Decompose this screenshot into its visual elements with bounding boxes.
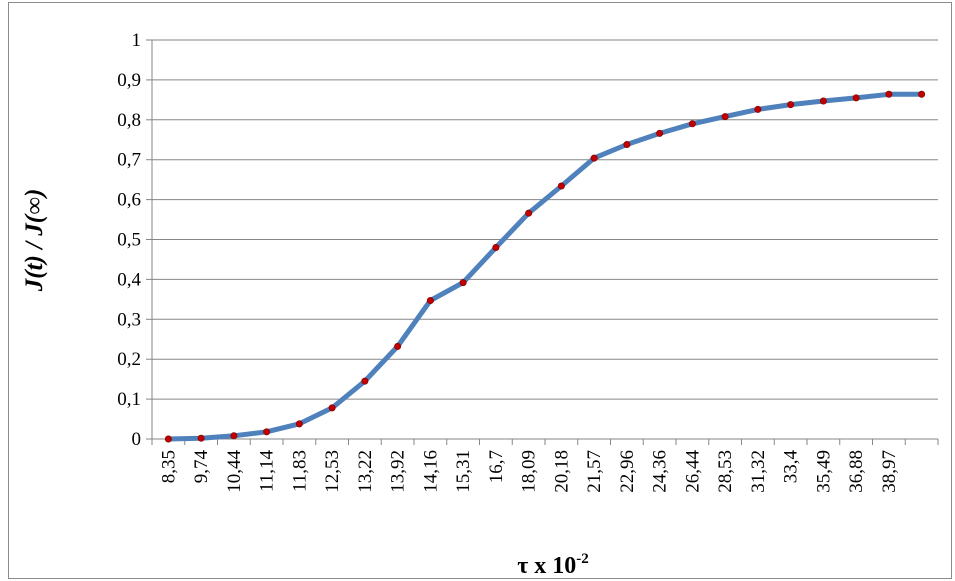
y-axis-title: J(t) / J(∞) <box>21 189 48 293</box>
y-tick-label: 1 <box>132 30 142 51</box>
data-point <box>688 120 696 128</box>
data-point <box>918 90 926 98</box>
x-tick-label: 13,92 <box>388 450 409 493</box>
x-tick-label: 33,4 <box>781 450 802 484</box>
x-axis-title-exponent: -2 <box>576 551 589 567</box>
x-tick-label: 35,49 <box>813 450 834 493</box>
x-tick-label: 26,44 <box>682 450 703 493</box>
x-tick-label: 28,53 <box>715 450 736 493</box>
x-tick-label: 10,44 <box>224 450 245 493</box>
y-tick-label: 0,9 <box>117 70 141 91</box>
data-point <box>721 113 729 121</box>
x-tick-label: 14,16 <box>420 450 441 493</box>
x-tick-label: 8,35 <box>158 450 179 483</box>
data-point <box>754 105 762 113</box>
y-tick-label: 0,2 <box>117 349 141 370</box>
data-point <box>525 209 533 217</box>
x-tick-label: 20,18 <box>551 450 572 493</box>
data-point <box>492 243 500 251</box>
y-tick-label: 0,5 <box>117 230 141 251</box>
x-tick-label: 21,57 <box>584 450 605 493</box>
data-point <box>394 342 402 350</box>
y-tick-label: 0 <box>132 429 142 450</box>
data-point <box>263 428 271 436</box>
x-tick-labels: 8,35 9,74 10,44 11,14 11,83 12,53 13,22 13,92 14… <box>158 450 900 493</box>
data-point <box>164 435 172 443</box>
axes <box>146 39 939 445</box>
y-tick-label: 0,6 <box>117 190 141 211</box>
data-point <box>230 432 238 440</box>
data-point <box>459 279 467 287</box>
x-axis-title: τ x 10-2 <box>517 551 589 579</box>
data-point <box>623 141 631 149</box>
x-tick-label: 38,97 <box>879 450 900 493</box>
data-point <box>361 377 369 385</box>
y-tick-label: 0,4 <box>117 269 141 290</box>
data-point <box>328 404 336 412</box>
chart-frame <box>8 2 952 579</box>
x-tick-label: 22,96 <box>617 450 638 493</box>
gridlines <box>152 39 938 400</box>
y-tick-labels: 0 0,1 0,2 0,3 0,4 0,5 0,6 0,7 0,8 0,9 1 <box>117 30 141 450</box>
x-tick-label: 12,53 <box>322 450 343 493</box>
data-point <box>557 182 565 190</box>
series-line <box>165 91 925 442</box>
x-tick-label: 11,14 <box>257 450 278 493</box>
y-tick-label: 0,7 <box>117 150 141 171</box>
data-point <box>295 420 303 428</box>
x-tick-label: 9,74 <box>191 450 212 484</box>
data-point <box>885 90 893 98</box>
x-tick-label: 13,22 <box>355 450 376 493</box>
x-axis-title-main: τ x 10 <box>517 553 576 579</box>
data-point <box>787 101 795 109</box>
x-tick-label: 24,36 <box>650 450 671 493</box>
data-point <box>590 154 598 162</box>
y-tick-label: 0,3 <box>117 309 141 330</box>
x-tick-label: 11,83 <box>289 450 310 492</box>
data-point <box>426 297 434 305</box>
x-tick-label: 31,32 <box>748 450 769 493</box>
data-point <box>852 94 860 102</box>
data-point <box>656 129 664 137</box>
x-tick-label: 18,09 <box>519 450 540 493</box>
x-tick-label: 36,88 <box>846 450 867 493</box>
series <box>164 90 926 443</box>
data-point <box>197 434 205 442</box>
y-tick-label: 0,8 <box>117 110 141 131</box>
y-tick-label: 0,1 <box>117 389 141 410</box>
data-point <box>819 97 827 105</box>
x-tick-label: 15,31 <box>453 450 474 493</box>
x-tick-label: 16,7 <box>486 450 507 483</box>
